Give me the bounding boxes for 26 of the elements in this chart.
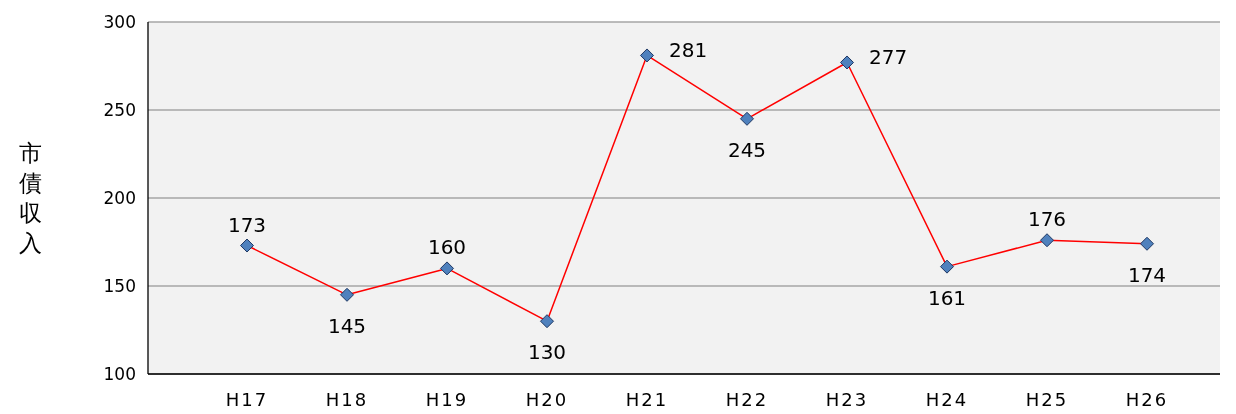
data-label: 281	[669, 38, 708, 63]
data-label: 176	[1027, 207, 1067, 232]
y-tick-label: 200	[103, 188, 136, 208]
y-tick-label: 300	[103, 12, 136, 32]
data-label: 130	[527, 340, 567, 365]
y-axis-title: 市債収入	[18, 140, 42, 256]
data-label: 277	[869, 45, 908, 70]
y-tick-label: 100	[103, 364, 136, 384]
data-label: 160	[427, 235, 467, 260]
data-label: 145	[327, 313, 367, 338]
x-tick-label: H22	[725, 389, 769, 410]
y-tick-label: 150	[103, 276, 136, 296]
x-tick-label: H17	[225, 389, 269, 410]
x-tick-label: H26	[1125, 389, 1169, 410]
y-tick-label: 250	[103, 100, 136, 120]
x-tick-label: H18	[325, 389, 369, 410]
x-tick-label: H25	[1025, 389, 1069, 410]
x-tick-label: H20	[525, 389, 569, 410]
data-label: 174	[1127, 262, 1167, 287]
data-label: 161	[927, 285, 967, 310]
x-tick-label: H19	[425, 389, 469, 410]
data-label: 245	[727, 137, 767, 162]
data-label: 173	[227, 212, 267, 237]
x-tick-label: H24	[925, 389, 969, 410]
x-tick-label: H23	[825, 389, 869, 410]
x-tick-label: H21	[625, 389, 669, 410]
